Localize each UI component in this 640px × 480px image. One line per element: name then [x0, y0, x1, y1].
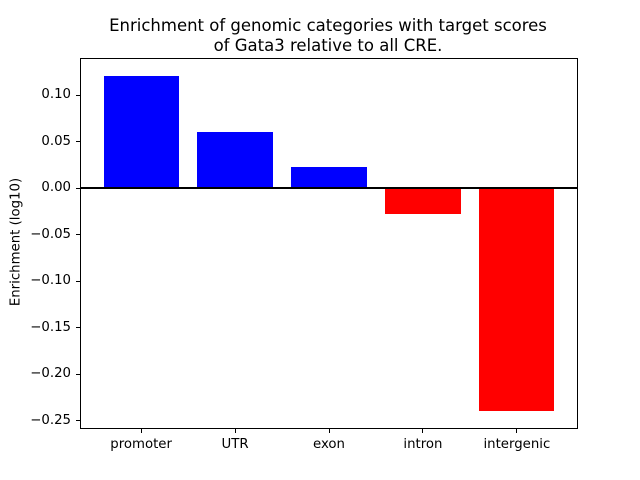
x-tick — [328, 429, 330, 433]
x-tick-label-exon: exon — [313, 437, 345, 452]
x-tick — [516, 429, 518, 433]
chart-title-line1: Enrichment of genomic categories with ta… — [109, 16, 547, 35]
zero-line — [81, 187, 577, 190]
plot-area: 0.10 0.05 0.00 −0.05 −0.10 −0.15 −0.20 −0.25 pro… — [30, 58, 578, 452]
x-tick-label-promoter: promoter — [110, 437, 172, 452]
y-tick-label: −0.25 — [30, 412, 71, 428]
y-tick-label: −0.10 — [30, 273, 71, 289]
y-tick-label: 0.10 — [41, 87, 71, 103]
bar-promoter — [103, 75, 179, 189]
y-tick — [76, 327, 80, 329]
y-tick — [76, 234, 80, 236]
bar-intron — [385, 188, 461, 215]
chart-title: Enrichment of genomic categories with ta… — [109, 16, 547, 55]
x-tick — [422, 429, 424, 433]
y-tick — [76, 280, 80, 282]
y-tick-label: −0.20 — [30, 366, 71, 382]
y-tick-label: −0.15 — [30, 319, 71, 335]
bar-UTR — [197, 132, 273, 189]
x-tick-label-intergenic: intergenic — [483, 437, 551, 452]
x-tick — [140, 429, 142, 433]
y-tick — [76, 187, 80, 189]
y-tick-label: 0.00 — [41, 180, 71, 196]
y-tick — [76, 141, 80, 143]
bar-intergenic — [479, 188, 555, 412]
x-tick — [234, 429, 236, 433]
chart-title-line2: of Gata3 relative to all CRE. — [213, 35, 443, 55]
y-tick — [76, 420, 80, 422]
y-tick-label: −0.05 — [30, 226, 71, 242]
x-tick-label-UTR: UTR — [221, 437, 249, 452]
x-tick-label-intron: intron — [403, 437, 443, 452]
y-tick — [76, 94, 80, 96]
bar-exon — [291, 166, 367, 189]
y-tick — [76, 373, 80, 375]
y-tick-label: 0.05 — [41, 133, 71, 149]
